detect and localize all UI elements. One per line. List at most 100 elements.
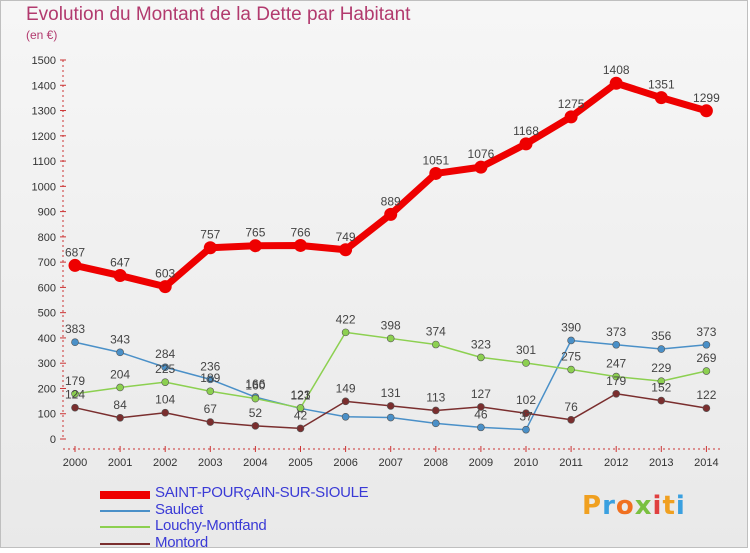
data-label: 84 <box>113 398 127 412</box>
y-tick-label: 700 <box>38 257 56 269</box>
data-point <box>429 166 443 180</box>
logo-letter: i <box>652 491 663 521</box>
data-label: 1299 <box>693 91 720 105</box>
data-point <box>203 241 217 255</box>
data-label: 124 <box>65 388 85 402</box>
chart-title: Evolution du Montant de la Dette par Hab… <box>26 4 411 25</box>
data-point <box>702 340 711 349</box>
data-point <box>699 104 713 118</box>
data-label: 225 <box>155 362 175 376</box>
data-label: 343 <box>110 332 130 346</box>
data-label: 179 <box>606 374 626 388</box>
data-point <box>341 412 350 421</box>
data-point <box>386 402 395 410</box>
data-label: 749 <box>336 230 356 244</box>
data-point <box>116 413 124 422</box>
data-point <box>477 423 485 432</box>
data-point <box>657 396 666 405</box>
x-tick-label: 2000 <box>63 457 87 469</box>
data-label: 766 <box>290 225 310 239</box>
data-point <box>161 363 169 372</box>
x-tick-label: 2006 <box>333 457 357 469</box>
logo-letter: x <box>634 491 653 521</box>
data-label: 603 <box>155 267 175 281</box>
data-point <box>113 269 127 283</box>
logo-letter: r <box>602 491 616 521</box>
data-point <box>296 404 305 412</box>
data-label: 189 <box>200 371 220 385</box>
data-point <box>567 365 575 374</box>
data-point <box>657 345 666 353</box>
data-label: 1168 <box>513 124 539 138</box>
data-point <box>474 160 488 174</box>
data-label: 1408 <box>603 63 630 77</box>
y-tick-label: 600 <box>38 282 56 294</box>
data-point <box>609 76 623 90</box>
y-tick-label: 1100 <box>32 156 56 168</box>
data-point <box>386 334 395 343</box>
data-label: 113 <box>426 390 445 404</box>
legend-swatch <box>100 526 150 528</box>
data-point <box>702 404 711 412</box>
data-point <box>522 425 530 434</box>
x-tick-label: 2007 <box>378 457 402 469</box>
data-label: 398 <box>381 318 401 332</box>
data-point <box>477 353 485 362</box>
data-label: 269 <box>696 351 716 365</box>
data-point <box>158 280 172 294</box>
y-tick-label: 900 <box>38 207 56 219</box>
data-label: 889 <box>381 194 401 208</box>
data-label: 284 <box>155 347 175 361</box>
x-tick-label: 2004 <box>243 457 267 469</box>
data-label: 166 <box>245 377 265 391</box>
data-point <box>386 413 395 422</box>
y-tick-label: 400 <box>38 333 56 345</box>
logo-letter: P <box>582 491 603 521</box>
data-label: 179 <box>65 374 85 388</box>
data-point <box>161 408 169 417</box>
data-label: 247 <box>606 357 626 371</box>
y-tick-label: 300 <box>38 358 56 370</box>
data-point <box>522 359 530 367</box>
y-tick-label: 1200 <box>32 131 56 143</box>
data-point <box>71 338 79 347</box>
data-point <box>206 387 215 396</box>
legend-label: Saulcet <box>155 501 203 518</box>
data-point <box>248 239 262 253</box>
x-tick-label: 2014 <box>694 457 718 469</box>
logo-letter: i <box>675 491 686 521</box>
data-point <box>116 348 124 357</box>
data-label: 1275 <box>558 97 585 111</box>
x-tick-label: 2005 <box>288 457 312 469</box>
data-label: 757 <box>200 228 220 242</box>
data-point <box>702 367 711 375</box>
data-label: 390 <box>561 320 581 334</box>
data-point <box>251 394 260 403</box>
data-point <box>71 403 79 412</box>
data-point <box>657 377 666 385</box>
legend-label: SAINT-POURçAIN-SUR-SIOULE <box>155 484 369 501</box>
data-label: 383 <box>65 322 85 336</box>
x-tick-label: 2013 <box>649 457 673 469</box>
data-label: 275 <box>561 350 581 364</box>
data-label: 229 <box>651 361 671 375</box>
data-point <box>294 238 307 252</box>
data-label: 52 <box>249 406 263 420</box>
data-label: 374 <box>426 325 446 339</box>
data-point <box>341 397 350 406</box>
data-label: 131 <box>381 386 401 400</box>
data-point <box>654 91 668 105</box>
data-label: 422 <box>336 312 356 326</box>
y-tick-label: 0 <box>50 434 56 446</box>
data-point <box>339 243 353 257</box>
chart-subtitle: (en €) <box>26 28 58 42</box>
data-label: 1351 <box>648 78 675 92</box>
data-point <box>296 424 305 433</box>
y-tick-label: 1500 <box>32 55 56 67</box>
data-label: 67 <box>204 402 218 416</box>
x-tick-label: 2011 <box>559 457 583 469</box>
data-label: 121 <box>290 388 310 402</box>
data-label: 152 <box>651 381 671 395</box>
data-point <box>519 137 533 151</box>
x-tick-label: 2010 <box>514 457 538 469</box>
